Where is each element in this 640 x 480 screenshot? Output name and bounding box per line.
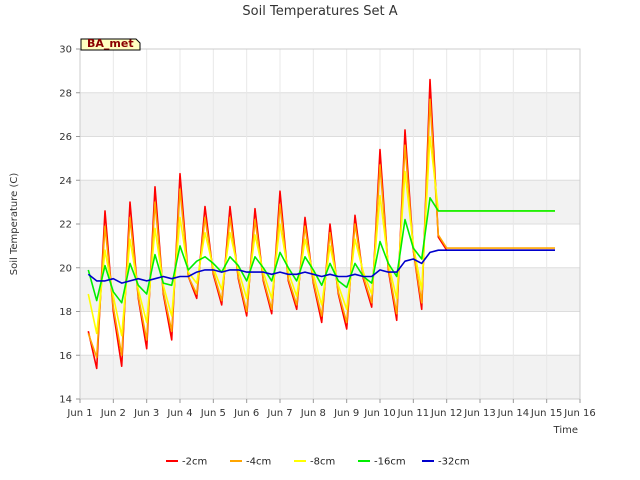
x-tick-label: Jun 15 xyxy=(530,408,563,419)
x-tick-label: Jun 16 xyxy=(563,408,596,419)
x-tick-label: Jun 6 xyxy=(233,408,259,419)
y-tick-label: 22 xyxy=(59,220,72,231)
x-tick-label: Jun 10 xyxy=(363,408,396,419)
plot-band xyxy=(80,180,580,224)
x-tick-label: Jun 13 xyxy=(463,408,496,419)
plot-band xyxy=(80,355,580,399)
legend-label: -4cm xyxy=(246,457,271,468)
badge-box xyxy=(80,38,141,51)
series-layer xyxy=(87,78,555,370)
y-tick-label: 28 xyxy=(59,88,72,99)
x-tick-label: Jun 9 xyxy=(333,408,359,419)
chart-title: Soil Temperatures Set A xyxy=(242,4,397,19)
badge-label: BA_met xyxy=(87,37,134,50)
y-tick-label: 14 xyxy=(59,395,72,406)
legend: -2cm -4cm -8cm -16cm -32cm xyxy=(166,457,470,468)
x-tick-label: Jun 4 xyxy=(166,408,192,419)
series-line-minus-32cm xyxy=(87,249,555,284)
y-tick-label: 18 xyxy=(59,307,72,318)
y-tick-label: 26 xyxy=(59,132,72,143)
x-tick-label: Jun 5 xyxy=(200,408,226,419)
plot-band xyxy=(80,92,580,137)
x-tick-label: Jun 1 xyxy=(66,408,92,419)
y-tick-label: 16 xyxy=(59,351,72,362)
legend-label: -2cm xyxy=(182,457,207,468)
legend-label: -8cm xyxy=(310,457,335,468)
x-tick-label: Jun 14 xyxy=(497,408,530,419)
series-line-minus-16cm xyxy=(87,197,555,304)
x-tick-label: Jun 7 xyxy=(266,408,292,419)
legend-label: -32cm xyxy=(438,457,470,468)
x-tick-label: Jun 11 xyxy=(397,408,430,419)
y-axis-title: Soil Temperature (C) xyxy=(9,173,20,276)
x-axis-title: Time xyxy=(553,425,578,436)
y-tick-label: 20 xyxy=(59,263,72,274)
x-tick-label: Jun 2 xyxy=(100,408,126,419)
y-tick-label: 24 xyxy=(59,176,72,187)
y-tick-label: 30 xyxy=(59,45,72,56)
x-tick-label: Jun 3 xyxy=(133,408,159,419)
site-badge: BA_met xyxy=(80,37,141,51)
x-tick-label: Jun 12 xyxy=(430,408,463,419)
x-tick-label: Jun 8 xyxy=(300,408,326,419)
series-line-minus-4cm xyxy=(87,98,555,359)
legend-label: -16cm xyxy=(374,457,406,468)
axes: 14 16 18 20 22 24 26 28 30 Jun 1 Jun 2 Jun 3 Jun 4 Ju… xyxy=(59,45,596,420)
